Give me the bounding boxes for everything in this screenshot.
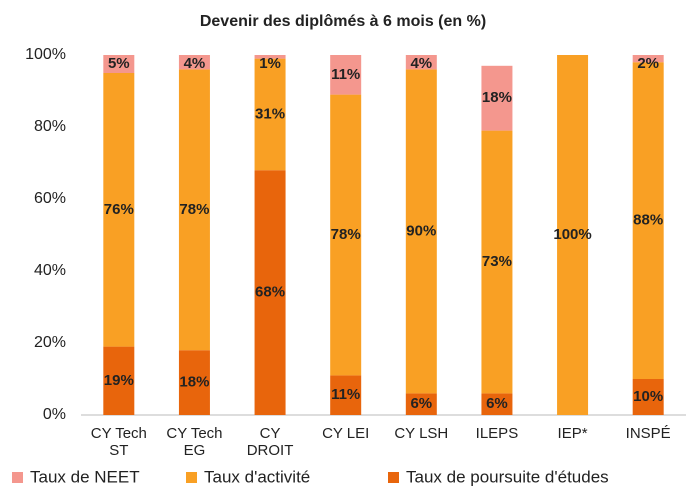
bar-segment — [330, 94, 362, 376]
y-tick-label: 20% — [34, 334, 66, 351]
data-label: 68% — [255, 284, 285, 301]
data-label: 10% — [633, 388, 663, 405]
legend-swatch — [12, 472, 23, 483]
bar-segment — [405, 69, 437, 394]
data-label: 88% — [633, 212, 663, 229]
bar-segment — [103, 346, 135, 415]
legend-label: Taux de poursuite d'études — [406, 467, 609, 486]
y-tick-label: 40% — [34, 262, 66, 279]
x-tick-label: ST — [109, 442, 128, 459]
data-label: 2% — [637, 55, 659, 72]
data-label: 11% — [331, 66, 360, 83]
data-label: 18% — [179, 374, 209, 391]
bar-segment — [178, 350, 210, 415]
bar-segment — [254, 170, 286, 415]
data-label: 78% — [179, 201, 209, 218]
bar-segment — [103, 55, 135, 73]
legend-label: Taux de NEET — [30, 467, 140, 486]
bar-segment — [481, 130, 513, 394]
x-tick-label: INSPÉ — [626, 425, 671, 442]
legend-swatch — [186, 472, 197, 483]
data-label: 1% — [259, 55, 281, 72]
data-label: 19% — [104, 372, 134, 389]
bar-segment — [632, 379, 664, 415]
legend-label: Taux d'activité — [204, 467, 310, 486]
data-label: 11% — [331, 386, 360, 403]
bar-segment — [632, 62, 664, 379]
x-tick-label: CY — [260, 425, 281, 442]
bar-segment — [330, 375, 362, 415]
x-tick-label: CY LEI — [322, 425, 369, 442]
bar-segment — [103, 73, 135, 347]
bar-segment — [481, 65, 513, 131]
bar-segment — [405, 393, 437, 415]
x-tick-label: EG — [184, 442, 206, 459]
y-tick-label: 80% — [34, 118, 66, 135]
data-label: 31% — [255, 105, 285, 122]
x-tick-label: CY Tech — [166, 425, 222, 442]
x-tick-label: CY LSH — [394, 425, 448, 442]
legend-swatch — [388, 472, 399, 483]
y-tick-label: 60% — [34, 190, 66, 207]
bar-segment — [632, 55, 664, 63]
data-label: 6% — [486, 395, 508, 412]
bar-segment — [405, 55, 437, 70]
bar-segment — [481, 393, 513, 415]
bar-segment — [557, 55, 589, 415]
data-label: 5% — [108, 55, 130, 72]
x-tick-label: DROIT — [247, 442, 294, 459]
data-label: 90% — [406, 222, 436, 239]
bar-segment — [178, 69, 210, 351]
data-label: 4% — [410, 55, 432, 72]
bar-segment — [254, 55, 286, 59]
data-label: 18% — [482, 89, 512, 106]
y-tick-label: 100% — [25, 46, 66, 63]
data-label: 100% — [553, 226, 591, 243]
bar-segment — [254, 58, 286, 171]
x-tick-label: CY Tech — [91, 425, 147, 442]
bar-segment — [330, 55, 362, 95]
data-label: 76% — [104, 201, 134, 218]
y-tick-label: 0% — [43, 406, 66, 423]
bar-segment — [178, 55, 210, 70]
x-tick-label: IEP* — [558, 425, 588, 442]
x-tick-label: ILEPS — [476, 425, 519, 442]
data-label: 78% — [331, 226, 361, 243]
data-label: 73% — [482, 253, 512, 270]
data-label: 4% — [184, 55, 206, 72]
chart-title: Devenir des diplômés à 6 mois (en %) — [200, 13, 486, 30]
data-label: 6% — [410, 395, 432, 412]
